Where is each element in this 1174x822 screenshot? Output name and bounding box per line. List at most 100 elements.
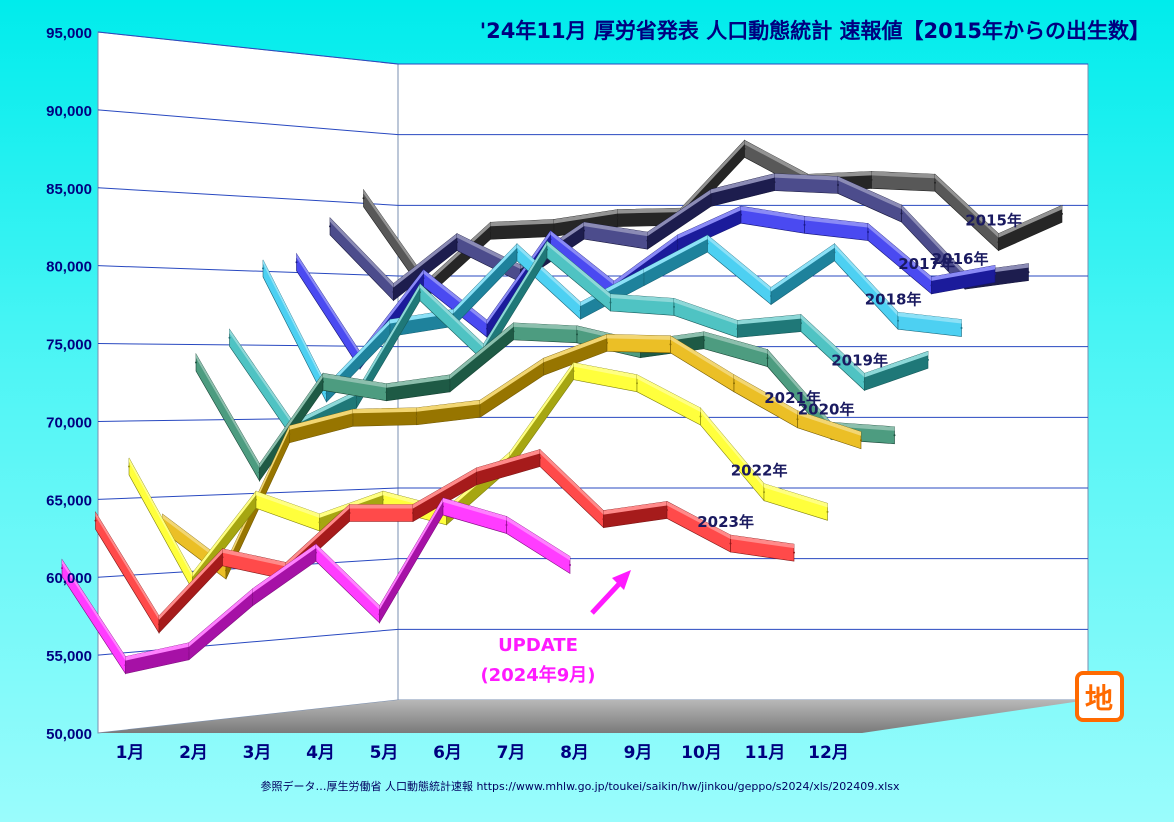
ribbon-highlight [256, 491, 320, 518]
data-point [456, 241, 458, 244]
data-point [348, 511, 351, 514]
series-label: 2021年 [764, 389, 821, 407]
x-tick-label: 11月 [745, 743, 786, 763]
data-point [549, 238, 552, 241]
ribbon-highlight [356, 283, 420, 396]
ribbon-highlight [62, 559, 126, 661]
data-point [288, 433, 291, 436]
ribbon-highlight [584, 222, 648, 237]
ribbon-highlight [192, 491, 256, 577]
series-label: 2020年 [798, 400, 855, 418]
ribbon-highlight [797, 410, 861, 436]
ribbon-highlight [730, 535, 794, 549]
ribbon-highlight [296, 253, 360, 356]
ribbon-highlight [393, 233, 457, 288]
data-point [579, 309, 582, 312]
update-arrow-head [612, 570, 631, 590]
data-point [362, 197, 365, 200]
data-point [770, 295, 772, 298]
series-label: 2019年 [831, 351, 888, 369]
data-point [262, 267, 264, 270]
data-point [1027, 271, 1030, 274]
data-point [736, 327, 739, 330]
y-tick-label: 80,000 [46, 259, 92, 276]
ribbon-highlight [607, 334, 671, 340]
data-point [546, 248, 548, 251]
ribbon-highlight [711, 173, 775, 194]
data-point [583, 229, 585, 232]
data-point [729, 542, 732, 545]
ribbon-highlight [506, 516, 570, 561]
ribbon-highlight [871, 171, 935, 179]
data-point [315, 551, 317, 554]
data-point [195, 361, 197, 364]
floor [98, 700, 1088, 733]
data-point [489, 229, 492, 232]
x-tick-label: 12月 [808, 743, 849, 763]
data-point [669, 343, 672, 346]
ribbon-highlight [416, 400, 480, 412]
data-point [706, 242, 709, 245]
ribbon-highlight [453, 243, 517, 314]
data-point [796, 418, 799, 421]
ribbon-highlight [95, 512, 159, 620]
ribbon-highlight [801, 314, 865, 378]
data-point [318, 521, 321, 524]
ribbon-highlight [774, 173, 838, 181]
ribbon-highlight [614, 235, 678, 286]
series-label: 2018年 [865, 290, 922, 308]
data-point [927, 358, 929, 361]
x-tick-label: 1月 [116, 743, 145, 763]
ribbon-highlight [831, 422, 895, 431]
x-tick-label: 9月 [624, 743, 653, 763]
series-2024年 [61, 496, 571, 675]
ribbon-highlight [513, 322, 577, 330]
ribbon-highlight [125, 642, 189, 661]
x-tick-label: 6月 [433, 743, 462, 763]
logo-text: 地 [1085, 682, 1113, 715]
ribbon-segment [931, 264, 996, 295]
gridline-left [97, 31, 399, 65]
ribbon-highlight [330, 217, 394, 288]
data-point [826, 510, 829, 513]
ribbon-highlight [443, 497, 507, 521]
ribbon-highlight [189, 588, 253, 647]
data-point [766, 357, 769, 360]
series-label: 2022年 [731, 462, 788, 480]
ribbon-highlight [293, 391, 357, 426]
data-point [419, 291, 421, 294]
ribbon-highlight [323, 373, 387, 388]
ribbon-highlight [476, 449, 540, 472]
data-point [325, 392, 328, 395]
ribbon-highlight [286, 504, 350, 567]
y-tick-label: 85,000 [46, 181, 92, 198]
ribbon-highlight [353, 407, 417, 414]
data-point [870, 178, 873, 181]
ribbon-highlight [159, 548, 223, 620]
data-point [221, 556, 224, 559]
data-point [512, 330, 515, 333]
y-tick-label: 50,000 [46, 726, 92, 743]
data-point [539, 457, 541, 460]
ribbon-highlight [637, 374, 701, 413]
ribbon-highlight [617, 208, 681, 214]
data-point [94, 519, 97, 522]
series-label: 2016年 [932, 250, 989, 268]
ribbon-highlight [420, 283, 484, 348]
gridline-left [97, 628, 399, 656]
data-point [572, 370, 575, 373]
ribbon-highlight [707, 235, 771, 292]
data-point [61, 567, 63, 570]
ribbon-highlight [700, 408, 764, 488]
data-point [673, 305, 675, 308]
x-tick-label: 8月 [560, 743, 589, 763]
data-point [994, 272, 996, 275]
data-point [251, 596, 254, 599]
gridline-left [97, 187, 399, 206]
data-point [833, 251, 836, 254]
ribbon-highlight [734, 374, 798, 415]
x-tick-label: 5月 [370, 743, 399, 763]
data-point [255, 498, 257, 501]
x-tick-label: 4月 [306, 743, 335, 763]
